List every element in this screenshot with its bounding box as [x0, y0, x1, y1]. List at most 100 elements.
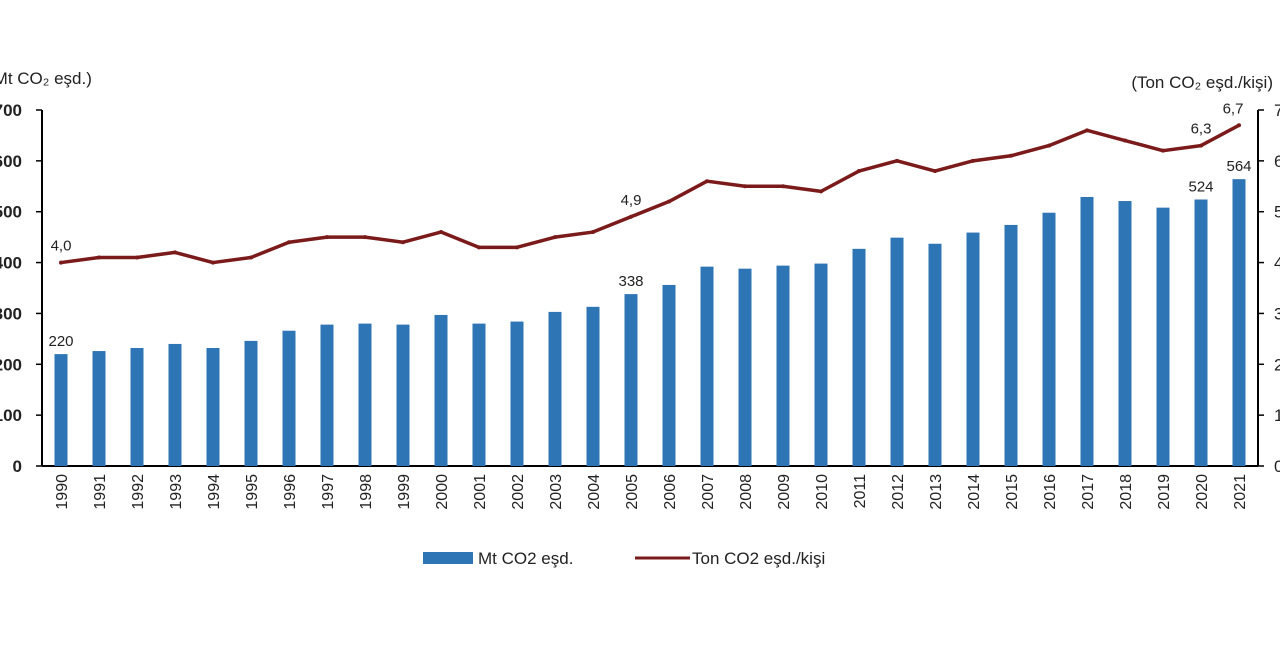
x-tick-label: 1993 [168, 474, 185, 510]
x-tick-label: 2012 [890, 474, 907, 510]
line-point-2006 [667, 199, 671, 204]
x-tick-label: 1999 [396, 474, 413, 510]
line-point-2010 [819, 189, 823, 194]
line-point-2000 [439, 230, 443, 235]
x-tick-label: 2020 [1194, 474, 1211, 510]
line-point-2004 [591, 230, 595, 235]
line-point-1999 [401, 240, 405, 245]
bar-2013 [928, 243, 942, 466]
x-tick-label: 1998 [358, 474, 375, 510]
left-tick-label: 100 [0, 406, 22, 425]
bar-2008 [738, 268, 752, 466]
line-point-1991 [97, 255, 101, 260]
bar-2021 [1232, 179, 1246, 466]
line-point-1994 [211, 260, 215, 265]
bar-2020 [1194, 199, 1208, 466]
left-tick-label: 200 [0, 355, 22, 374]
legend: Mt CO2 eşd. Ton CO2 eşd./kişi [423, 549, 825, 568]
right-tick-label: 2 [1274, 355, 1280, 374]
line-point-2012 [895, 158, 899, 163]
right-tick-label: 0 [1274, 457, 1280, 476]
bar-2018 [1118, 201, 1132, 466]
bar-1992 [130, 348, 144, 466]
x-tick-label: 2014 [966, 474, 983, 510]
line-point-2002 [515, 245, 519, 250]
x-tick-label: 2021 [1232, 474, 1249, 510]
bar-2014 [966, 232, 980, 466]
bar-2000 [434, 314, 448, 466]
x-tick-label: 1991 [92, 474, 109, 510]
line-point-1997 [325, 235, 329, 240]
legend-swatch-bar [423, 552, 473, 564]
right-tick-label: 3 [1274, 304, 1280, 323]
bar-1991 [92, 351, 106, 466]
line-data-label: 4,0 [51, 238, 72, 255]
line-point-2021 [1237, 123, 1241, 128]
left-tick-label: 0 [13, 457, 22, 476]
line-point-2020 [1199, 143, 1203, 148]
x-tick-label: 1996 [282, 474, 299, 510]
x-tick-label: 1990 [54, 474, 71, 510]
line-point-1998 [363, 235, 367, 240]
x-tick-label: 1997 [320, 474, 337, 510]
line-point-2018 [1123, 138, 1127, 143]
bar-data-label: 220 [48, 333, 73, 350]
x-tick-label: 1995 [244, 474, 261, 510]
x-tick-label: 2005 [624, 474, 641, 510]
legend-label-line: Ton CO2 eşd./kişi [692, 549, 825, 568]
x-tick-label: 2018 [1118, 474, 1135, 510]
line-point-1996 [287, 240, 291, 245]
bar-1995 [244, 340, 258, 466]
bar-2004 [586, 306, 600, 466]
x-axis: 1990 1991 1992 1993 1994 1995 1996 1997 1998 1999… [54, 474, 1249, 510]
bar-data-label: 524 [1188, 179, 1213, 196]
bar-2003 [548, 311, 562, 466]
bar-2002 [510, 321, 524, 466]
line-series: 4,0 4,9 6,3 6,7 [51, 100, 1244, 265]
x-tick-label: 2009 [776, 474, 793, 510]
bar-2017 [1080, 196, 1094, 467]
left-tick-label: 400 [0, 254, 22, 273]
bar-2015 [1004, 224, 1018, 466]
left-axis-title: (Mt CO₂ eşd.) [0, 69, 92, 88]
x-tick-label: 2006 [662, 474, 679, 510]
x-tick-label: 2015 [1004, 474, 1021, 510]
bar-2011 [852, 248, 866, 466]
bar-2001 [472, 323, 486, 466]
bar-2016 [1042, 212, 1056, 466]
line-point-1995 [249, 255, 253, 260]
line-data-label: 6,7 [1223, 100, 1244, 117]
line-point-2019 [1161, 148, 1165, 153]
x-tick-label: 1994 [206, 474, 223, 510]
bar-1998 [358, 323, 372, 466]
legend-label-bar: Mt CO2 eşd. [478, 549, 573, 568]
line-point-2011 [857, 169, 861, 174]
right-tick-label: 5 [1274, 203, 1280, 222]
line-point-2005 [629, 214, 633, 219]
bar-2012 [890, 237, 904, 466]
line-point-2003 [553, 235, 557, 240]
bar-2005 [624, 294, 638, 466]
x-tick-label: 2016 [1042, 474, 1059, 510]
bar-2009 [776, 265, 790, 466]
x-tick-label: 2008 [738, 474, 755, 510]
bar-1990 [54, 354, 68, 466]
line-point-1992 [135, 255, 139, 260]
bar-data-label: 564 [1226, 158, 1251, 175]
line-point-1990 [59, 260, 63, 265]
right-tick-label: 4 [1274, 254, 1280, 273]
bar-1993 [168, 343, 182, 466]
x-tick-label: 2003 [548, 474, 565, 510]
bar-1996 [282, 330, 296, 466]
left-tick-label: 700 [0, 101, 22, 120]
line-point-1993 [173, 250, 177, 255]
bar-1997 [320, 324, 334, 466]
bar-2006 [662, 284, 676, 466]
x-tick-label: 2000 [434, 474, 451, 510]
x-tick-label: 1992 [130, 474, 147, 510]
x-tick-label: 2019 [1156, 474, 1173, 510]
left-tick-label: 300 [0, 304, 22, 323]
x-tick-label: 2013 [928, 474, 945, 510]
line-point-2016 [1047, 143, 1051, 148]
